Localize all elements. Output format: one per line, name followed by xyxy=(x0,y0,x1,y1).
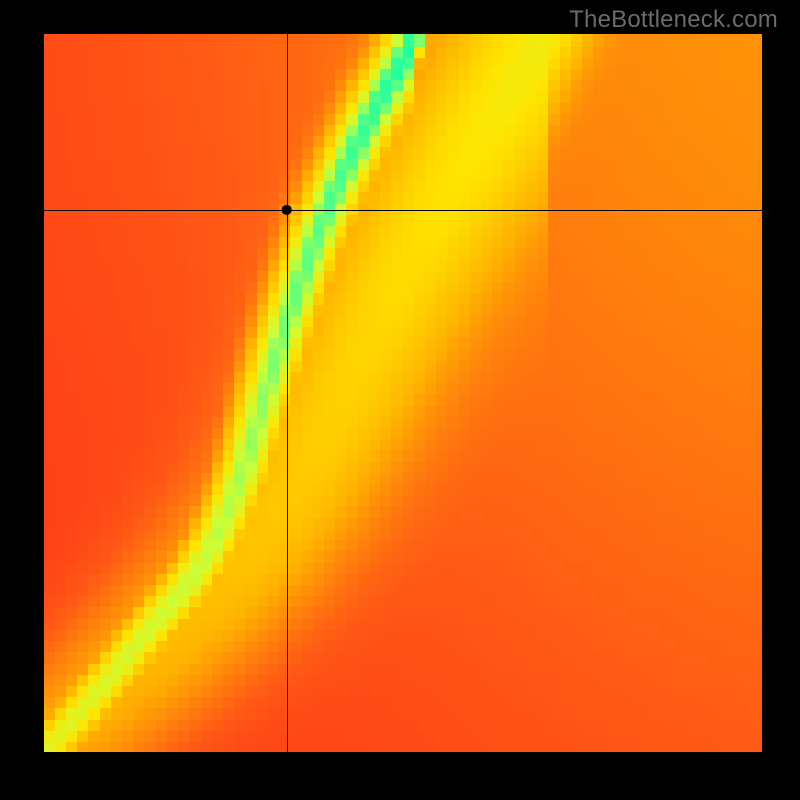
chart-container: TheBottleneck.com xyxy=(0,0,800,800)
watermark-text: TheBottleneck.com xyxy=(569,6,778,34)
heatmap-canvas xyxy=(44,34,762,752)
